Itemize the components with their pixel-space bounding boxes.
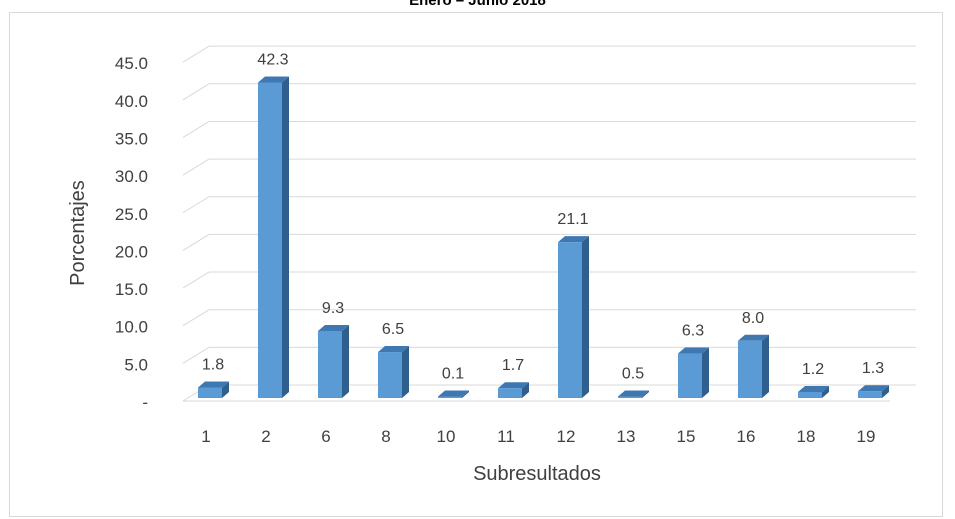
bar-side bbox=[342, 324, 349, 398]
bar-top bbox=[678, 347, 709, 354]
bar-top bbox=[198, 381, 229, 388]
gridline-diagonal bbox=[182, 45, 210, 63]
y-tick-label: 45.0 bbox=[115, 54, 148, 73]
x-axis-ticks: 1 2 6 8 10 11 12 13 15 16 18 19 bbox=[201, 427, 875, 446]
bar bbox=[678, 353, 702, 398]
x-tick-label: 12 bbox=[557, 427, 576, 446]
bar-top bbox=[798, 385, 829, 392]
bar bbox=[258, 82, 282, 398]
y-tick-label: 40.0 bbox=[115, 92, 148, 111]
bar-top bbox=[438, 390, 469, 397]
bar-side bbox=[882, 385, 889, 398]
data-label: 0.1 bbox=[442, 366, 464, 383]
gridline-diagonal bbox=[182, 196, 210, 214]
data-label: 1.7 bbox=[502, 357, 524, 374]
y-tick-label: 5.0 bbox=[124, 355, 148, 374]
x-tick-label: 11 bbox=[497, 427, 515, 446]
data-label: 0.5 bbox=[622, 366, 644, 383]
bar-side bbox=[822, 385, 829, 398]
bar-side bbox=[762, 334, 769, 398]
bar-side bbox=[462, 390, 469, 398]
y-axis-title: Porcentajes bbox=[67, 180, 89, 286]
x-tick-label: 2 bbox=[261, 427, 270, 446]
bar bbox=[378, 352, 402, 398]
bar-side bbox=[702, 347, 709, 398]
x-tick-label: 6 bbox=[321, 427, 330, 446]
x-axis-title: Subresultados bbox=[473, 463, 601, 485]
y-tick-label: - bbox=[142, 393, 148, 412]
bar-top bbox=[558, 236, 589, 243]
y-tick-label: 35.0 bbox=[115, 129, 148, 148]
bar-top bbox=[498, 382, 529, 389]
bar-side bbox=[582, 236, 589, 398]
bar-top bbox=[378, 346, 409, 353]
data-label: 21.1 bbox=[557, 211, 588, 228]
gridline-diagonal bbox=[182, 158, 210, 176]
x-tick-label: 13 bbox=[617, 427, 636, 446]
x-tick-label: 15 bbox=[677, 427, 696, 446]
bar-top bbox=[858, 385, 889, 392]
data-label: 9.3 bbox=[322, 300, 344, 317]
gridlines bbox=[182, 45, 916, 402]
x-tick-label: 19 bbox=[857, 427, 876, 446]
bar bbox=[618, 396, 642, 398]
bar-side bbox=[222, 381, 229, 398]
bar-side bbox=[522, 382, 529, 398]
y-tick-label: 15.0 bbox=[115, 280, 148, 299]
bar-side bbox=[642, 390, 649, 398]
data-label: 6.3 bbox=[682, 323, 704, 340]
bar bbox=[198, 387, 222, 398]
data-label: 1.2 bbox=[802, 361, 824, 378]
gridline-diagonal bbox=[182, 121, 210, 138]
gridline-diagonal bbox=[182, 271, 210, 289]
bar-side bbox=[402, 346, 409, 398]
gridline-diagonal bbox=[182, 309, 210, 327]
data-label: 8.0 bbox=[742, 310, 764, 327]
bar bbox=[498, 388, 522, 398]
x-tick-label: 10 bbox=[437, 427, 456, 446]
data-label: 1.8 bbox=[202, 356, 224, 373]
bar bbox=[438, 396, 462, 398]
bar bbox=[558, 242, 582, 398]
data-label: 1.3 bbox=[862, 360, 884, 377]
y-tick-label: 10.0 bbox=[115, 318, 148, 337]
gridline-diagonal bbox=[182, 233, 210, 251]
y-tick-label: 25.0 bbox=[115, 205, 148, 224]
bar-top bbox=[738, 334, 769, 341]
bar-top bbox=[318, 324, 349, 331]
x-tick-label: 16 bbox=[737, 427, 756, 446]
bar-top bbox=[258, 76, 289, 83]
bar bbox=[318, 330, 342, 398]
bar-side bbox=[282, 76, 289, 398]
y-tick-label: 30.0 bbox=[115, 167, 148, 186]
bar bbox=[858, 391, 882, 398]
x-tick-label: 18 bbox=[797, 427, 816, 446]
bars bbox=[198, 76, 889, 398]
x-tick-label: 1 bbox=[201, 427, 210, 446]
data-label: 6.5 bbox=[382, 321, 404, 338]
gridline-diagonal bbox=[182, 346, 210, 364]
data-label: 42.3 bbox=[257, 51, 288, 68]
data-labels: 1.8 42.3 9.3 6.5 0.1 1.7 21.1 0.5 6.3 8.0 1.2 1.3 bbox=[202, 51, 884, 382]
bar bbox=[798, 391, 822, 398]
bar-top bbox=[618, 390, 649, 397]
y-axis-ticks: - 5.0 10.0 15.0 20.0 25.0 30.0 35.0 40.0 45.0 bbox=[115, 54, 148, 412]
chart-title: Enero – Junio 2018 bbox=[409, 0, 546, 9]
chart-frame bbox=[9, 12, 943, 517]
x-tick-label: 8 bbox=[381, 427, 390, 446]
y-tick-label: 20.0 bbox=[115, 242, 148, 261]
gridline-diagonal bbox=[182, 83, 210, 101]
bar bbox=[738, 340, 762, 398]
